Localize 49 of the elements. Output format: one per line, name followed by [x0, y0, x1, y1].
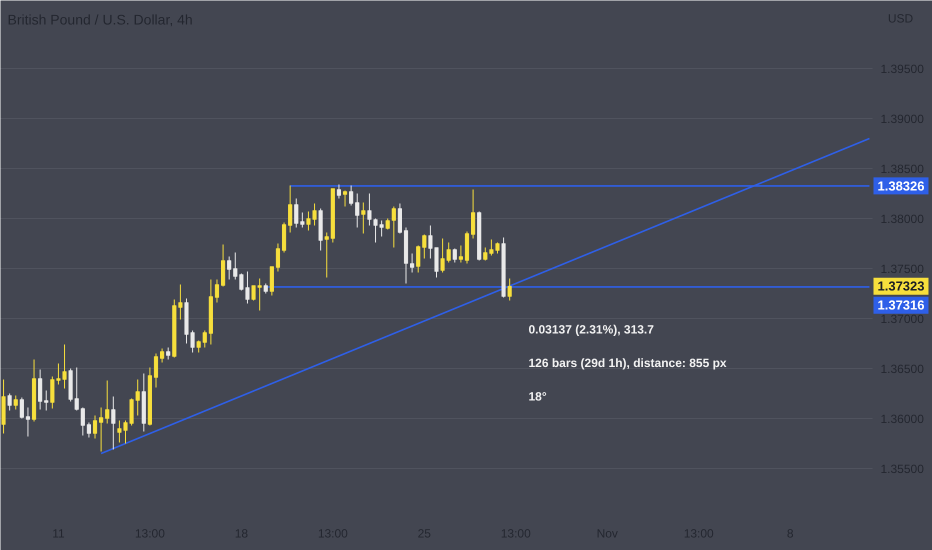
candlestick	[392, 206, 396, 248]
data-label: 1.38326	[878, 178, 924, 194]
candlestick	[14, 395, 18, 410]
candlestick	[62, 344, 67, 389]
candlestick	[452, 248, 457, 263]
candlestick	[264, 283, 268, 294]
candlestick	[245, 271, 250, 304]
candlestick	[312, 203, 317, 226]
candlestick	[214, 279, 220, 303]
candlestick	[258, 278, 262, 311]
candlestick	[458, 245, 463, 263]
candlestick	[86, 422, 91, 438]
candlestick	[495, 242, 500, 254]
candlestick	[471, 189, 476, 239]
candlestick	[117, 420, 122, 443]
text: 1.37323	[878, 278, 924, 294]
candlestick	[380, 220, 384, 237]
candlestick	[373, 218, 378, 243]
candlestick	[428, 225, 432, 259]
candlestick	[342, 190, 348, 207]
candlestick	[154, 353, 158, 388]
candlestick	[26, 407, 30, 437]
candlestick	[508, 278, 512, 301]
candlestick	[288, 185, 292, 233]
candlestick	[111, 396, 116, 450]
candlestick	[386, 218, 390, 230]
annotation: 126 bars (29d 1h), distance: 855 px	[528, 356, 727, 370]
candlestick	[190, 330, 195, 353]
candlestick	[367, 193, 372, 226]
candlestick	[92, 415, 98, 439]
candlestick	[434, 247, 439, 278]
candlestick	[50, 376, 54, 409]
annotation: 18°	[528, 390, 547, 404]
candlestick	[20, 397, 24, 419]
candlestick	[166, 347, 170, 360]
line-series	[100, 138, 870, 454]
candlestick	[306, 211, 311, 231]
candlestick	[8, 393, 12, 411]
candlestick	[276, 243, 280, 272]
candlestick	[410, 253, 414, 273]
candlestick	[123, 420, 128, 444]
candlestick	[361, 202, 366, 234]
candlestick	[398, 203, 402, 234]
candlestick	[251, 285, 256, 301]
data-label: 1.37316	[878, 298, 924, 313]
annotation: 0.03137 (2.31%), 313.7	[528, 322, 654, 336]
candlestick	[56, 363, 61, 385]
candlestick	[160, 348, 164, 363]
candlestick	[336, 184, 342, 199]
